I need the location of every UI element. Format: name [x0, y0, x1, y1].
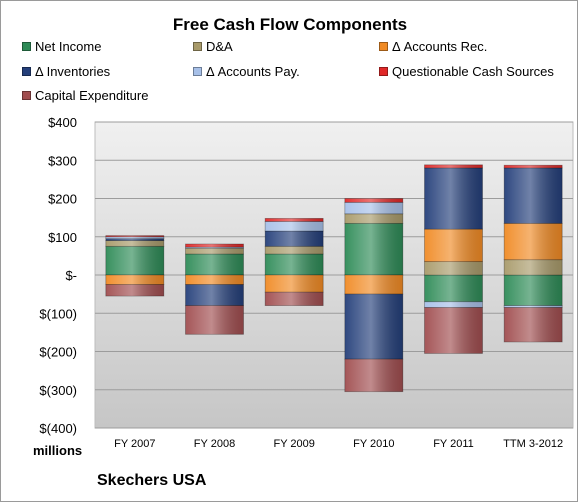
legend-swatch	[193, 67, 202, 76]
legend-item: Δ Accounts Rec.	[379, 39, 487, 54]
bar-sheen-3-2	[185, 275, 244, 285]
legend-item: Δ Inventories	[22, 64, 110, 79]
y-tick-label: $(400)	[39, 421, 77, 436]
legend-swatch	[379, 42, 388, 51]
bar-sheen-5-4	[344, 202, 403, 214]
bar-sheen-7-5	[424, 307, 483, 354]
chart-title: Free Cash Flow Components	[172, 15, 408, 34]
bar-sheen-7-6	[504, 307, 563, 342]
bar-sheen-6-4	[344, 198, 403, 203]
y-tick-label: $(300)	[39, 383, 77, 398]
legend-item: Δ Accounts Pay.	[193, 64, 300, 79]
bar-sheen-6-3	[265, 218, 324, 222]
bar-sheen-1-2	[185, 253, 244, 275]
y-tick-label: $(200)	[39, 345, 77, 360]
y-tick-label: $400	[48, 115, 77, 130]
bar-sheen-1-6	[504, 275, 563, 306]
legend-item: Questionable Cash Sources	[379, 64, 554, 79]
x-tick-label: FY 2010	[353, 438, 394, 450]
x-tick-label: FY 2008	[194, 438, 235, 450]
x-tick-label: TTM 3-2012	[503, 438, 563, 450]
legend-label: Δ Inventories	[35, 64, 111, 79]
bar-sheen-2-1	[105, 240, 164, 247]
legend-label: Net Income	[35, 39, 102, 54]
y-tick-label: $100	[48, 230, 77, 245]
bar-sheen-5-1	[105, 236, 164, 239]
bar-sheen-7-3	[265, 292, 324, 306]
bar-sheen-5-5	[424, 301, 483, 308]
bar-sheen-3-1	[105, 275, 164, 285]
bar-sheen-1-5	[424, 275, 483, 302]
bar-sheen-3-3	[265, 275, 324, 293]
bar-sheen-7-1	[105, 284, 164, 297]
bar-sheen-6-6	[504, 165, 563, 168]
bar-sheen-4-6	[504, 167, 563, 224]
legend-swatch	[22, 91, 31, 100]
bar-sheen-6-1	[105, 235, 164, 237]
legend-label: D&A	[206, 39, 233, 54]
legend-label: Δ Accounts Rec.	[392, 39, 488, 54]
bar-sheen-3-6	[504, 223, 563, 260]
bar-sheen-6-5	[424, 164, 483, 168]
y-tick-label: $300	[48, 153, 77, 168]
bar-sheen-4-3	[265, 231, 324, 247]
bar-sheen-2-4	[344, 213, 403, 224]
bar-sheen-6-2	[185, 244, 244, 248]
bar-sheen-5-6	[504, 305, 563, 308]
legend-label: Capital Expenditure	[35, 88, 149, 103]
bar-sheen-5-2	[185, 247, 244, 249]
bar-sheen-2-3	[265, 246, 324, 254]
y-tick-label: $(100)	[39, 306, 77, 321]
legend-item: Capital Expenditure	[22, 88, 148, 103]
bar-sheen-2-2	[185, 248, 244, 254]
x-tick-label: FY 2011	[433, 438, 474, 450]
bar-sheen-3-5	[424, 229, 483, 262]
bar-sheen-4-2	[185, 284, 244, 306]
legend-item: Net Income	[22, 39, 101, 54]
bar-sheen-4-4	[344, 294, 403, 360]
legend-label: Δ Accounts Pay.	[206, 64, 300, 79]
x-tick-label: FY 2009	[273, 438, 314, 450]
bar-sheen-2-6	[504, 259, 563, 275]
y-tick-label: $200	[48, 192, 77, 207]
bar-sheen-5-3	[265, 221, 324, 232]
legend-swatch	[193, 42, 202, 51]
bar-sheen-1-3	[265, 253, 324, 275]
legend-swatch	[22, 67, 31, 76]
bar-sheen-1-4	[344, 223, 403, 275]
bar-sheen-4-1	[105, 238, 164, 241]
bar-sheen-7-2	[185, 305, 244, 335]
legend-item: D&A	[193, 39, 233, 54]
bar-sheen-2-5	[424, 261, 483, 275]
x-tick-label: FY 2007	[114, 438, 155, 450]
bar-sheen-7-4	[344, 359, 403, 392]
legend-swatch	[379, 67, 388, 76]
legend-label: Questionable Cash Sources	[392, 64, 554, 79]
bar-sheen-4-5	[424, 167, 483, 230]
y-tick-label: $-	[65, 268, 77, 283]
legend-swatch	[22, 42, 31, 51]
bar-sheen-1-1	[105, 246, 164, 275]
bar-sheen-3-4	[344, 275, 403, 295]
y-axis-label: millions	[33, 443, 83, 458]
company-caption: Skechers USA	[97, 472, 207, 489]
